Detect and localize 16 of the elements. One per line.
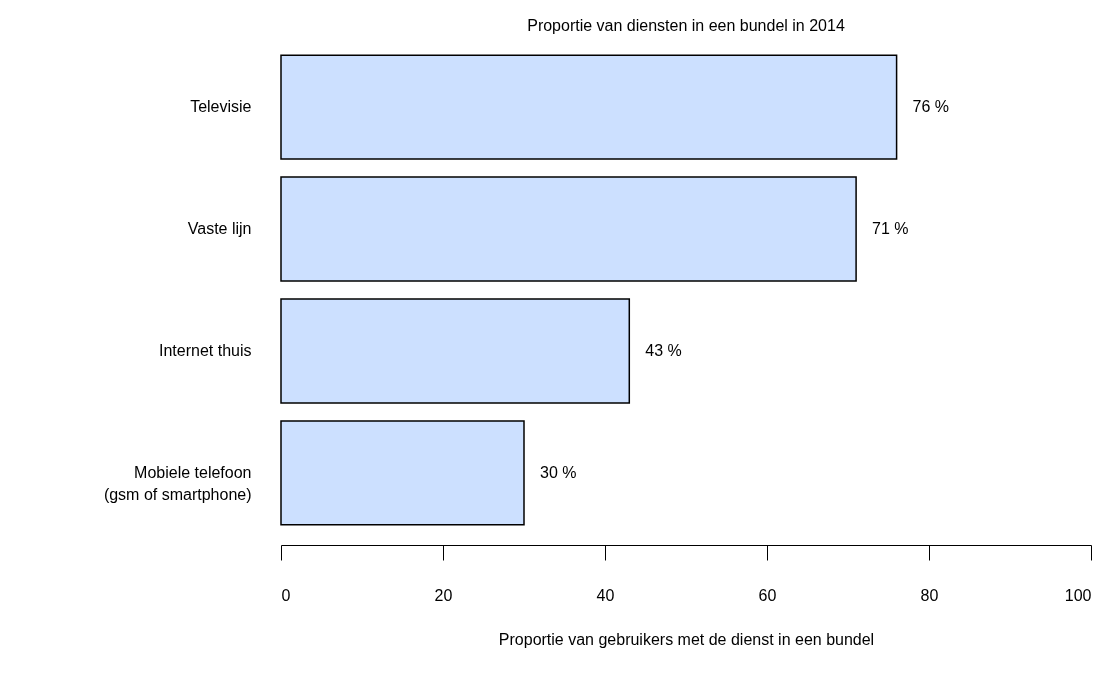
y-tick-label: Mobiele telefoon (gsm of smartphone) bbox=[103, 463, 252, 503]
y-tick-label: Televisie bbox=[190, 98, 252, 116]
data-label: 43 % bbox=[645, 341, 682, 359]
y-tick-label: Vaste lijn bbox=[187, 220, 252, 238]
x-tick-label: 60 bbox=[758, 586, 777, 604]
x-tick-label: 80 bbox=[920, 586, 939, 604]
x-tick-label: 0 bbox=[281, 586, 291, 604]
chart-title: Proportie van diensten in een bundel in 2014 bbox=[527, 17, 845, 34]
x-tick-label: 100 bbox=[1064, 586, 1092, 604]
data-label: 76 % bbox=[912, 98, 950, 116]
x-tick-label: 20 bbox=[434, 586, 453, 604]
data-label: 71 % bbox=[872, 220, 909, 238]
x-tick-label: 40 bbox=[596, 586, 615, 604]
y-tick-label: Internet thuis bbox=[159, 341, 252, 359]
x-axis-title: Proportie van gebruikers met de dienst in een bundel bbox=[498, 630, 875, 648]
data-label: 30 % bbox=[540, 463, 577, 481]
